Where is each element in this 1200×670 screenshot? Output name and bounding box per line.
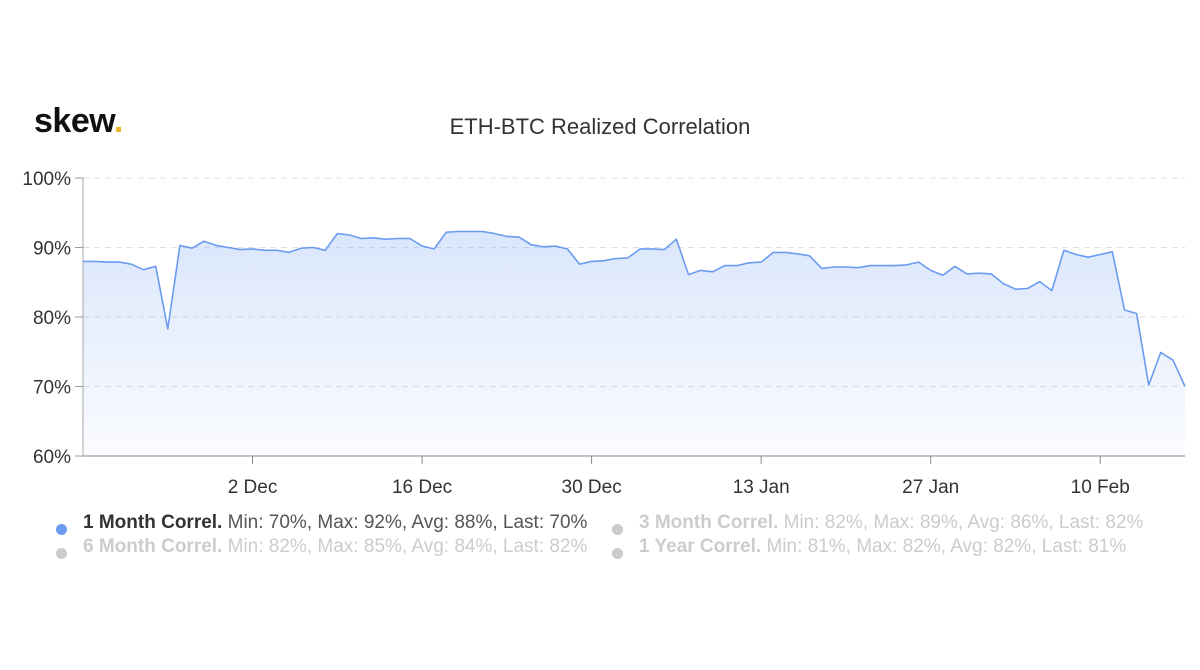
y-tick-label: 90% xyxy=(33,239,71,260)
y-tick-label: 80% xyxy=(33,308,71,329)
legend-marker-1-year xyxy=(612,548,623,560)
legend-stats: Min: 70%, Max: 92%, Avg: 88%, Last: 70% xyxy=(227,512,588,533)
series-line-1-month xyxy=(83,230,1186,387)
y-tick-label: 60% xyxy=(33,447,71,468)
chart-title: ETH-BTC Realized Correlation xyxy=(449,114,751,139)
legend-item-6-month[interactable]: 6 Month Correl. Min: 82%, Max: 85%, Avg:… xyxy=(56,536,588,560)
legend-item-1-year[interactable]: 1 Year Correl. Min: 81%, Max: 82%, Avg: … xyxy=(612,536,1127,560)
x-tick-label: 27 Jan xyxy=(902,477,959,498)
x-tick-label: 10 Feb xyxy=(1071,477,1130,498)
legend-marker-6-month xyxy=(56,548,67,560)
legend-name: 1 Year Correl. xyxy=(639,536,762,557)
legend-name: 1 Month Correl. xyxy=(83,512,223,533)
legend-stats: Min: 82%, Max: 85%, Avg: 84%, Last: 82% xyxy=(227,536,588,557)
legend-item-1-month[interactable]: 1 Month Correl. Min: 70%, Max: 92%, Avg:… xyxy=(56,512,588,536)
skew-logo: skew. xyxy=(34,102,123,140)
legend-stats: Min: 81%, Max: 82%, Avg: 82%, Last: 81% xyxy=(766,536,1127,557)
legend-marker-1-month xyxy=(56,524,67,536)
y-tick-label: 100% xyxy=(22,169,71,190)
x-tick-label: 2 Dec xyxy=(228,477,278,498)
x-tick-label: 13 Jan xyxy=(733,477,790,498)
legend-stats: Min: 82%, Max: 89%, Avg: 86%, Last: 82% xyxy=(783,512,1144,533)
legend-marker-3-month xyxy=(612,524,623,536)
legend-name: 3 Month Correl. xyxy=(639,512,779,533)
series-layer xyxy=(83,230,1186,456)
legend-name: 6 Month Correl. xyxy=(83,536,223,557)
x-tick-label: 16 Dec xyxy=(392,477,452,498)
legend-item-3-month[interactable]: 3 Month Correl. Min: 82%, Max: 89%, Avg:… xyxy=(612,512,1144,536)
series-area-1-month xyxy=(83,231,1185,456)
y-tick-label: 70% xyxy=(33,378,71,399)
x-tick-label: 30 Dec xyxy=(562,477,622,498)
label-layer: 100% 90% 80% 70% 60% 2 Dec 16 Dec 30 Dec 13 Jan 2… xyxy=(22,169,1129,498)
